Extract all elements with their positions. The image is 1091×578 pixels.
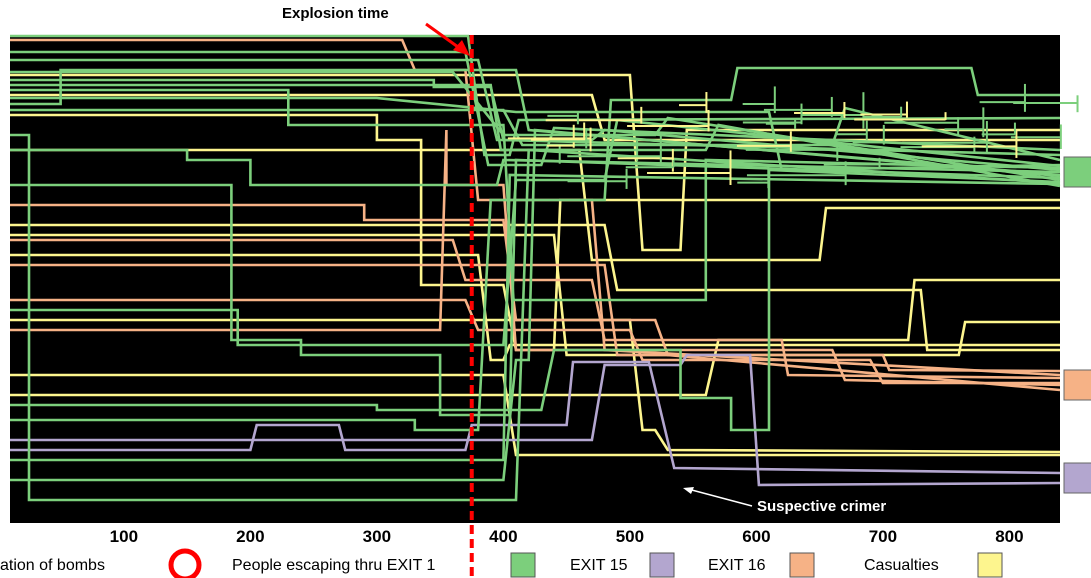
legend-label: ation of bombs xyxy=(0,557,105,574)
legend-marker-square xyxy=(977,552,1003,578)
x-tick-label: 200 xyxy=(236,527,264,546)
x-tick-label: 100 xyxy=(110,527,138,546)
series-line-exit1 xyxy=(10,128,1061,482)
side-marker-exit15 xyxy=(1063,462,1091,494)
x-tick-label: 700 xyxy=(869,527,897,546)
series-line-exit1 xyxy=(10,173,1061,462)
x-tick-label: 400 xyxy=(489,527,517,546)
legend-label: People escaping thru EXIT 1 xyxy=(232,557,435,574)
explosion-label: Explosion time xyxy=(282,5,389,22)
x-tick-label: 800 xyxy=(995,527,1023,546)
series-line-exit1 xyxy=(10,148,1061,187)
series-line-exit15 xyxy=(10,360,1061,475)
suspect-arrow xyxy=(687,488,753,507)
x-tick-label: 300 xyxy=(363,527,391,546)
series-line-exit16 xyxy=(10,129,1061,387)
series-line-exit15 xyxy=(10,353,1061,487)
legend-label: EXIT 16 xyxy=(708,557,766,574)
series-line-casualty xyxy=(10,278,1060,397)
explosion-annotation: Explosion time xyxy=(282,5,470,56)
series-line-exit16 xyxy=(10,298,1060,385)
legend-marker-square xyxy=(789,552,815,578)
side-marker-exit1 xyxy=(1063,156,1091,188)
legend-marker-square xyxy=(649,552,675,578)
x-tick-labels: 100 200 300 400 500 600 700 800 xyxy=(110,527,1024,546)
explosion-arrowhead xyxy=(453,40,470,56)
series-line-casualty xyxy=(10,253,1060,362)
legend-label: EXIT 15 xyxy=(570,557,628,574)
series-line-exit1 xyxy=(10,78,1061,157)
series-line-exit1 xyxy=(10,88,1061,302)
series-line-exit16 xyxy=(10,238,1061,380)
suspect-arrowhead xyxy=(683,487,694,494)
legend-marker-square xyxy=(510,552,536,578)
suspect-label: Suspective crimer xyxy=(757,498,886,515)
series-line-exit1 xyxy=(10,168,1061,432)
side-marker-exit16 xyxy=(1063,369,1091,401)
x-tick-label: 600 xyxy=(742,527,770,546)
legend: ation of bombs People escaping thru EXIT … xyxy=(0,548,1003,578)
legend-label: Casualties xyxy=(864,557,939,574)
suspect-annotation: Suspective crimer xyxy=(683,487,886,515)
right-edge-markers xyxy=(1063,156,1091,494)
x-tick-label: 500 xyxy=(616,527,644,546)
series-line-exit1 xyxy=(10,118,1061,347)
legend-marker-circle xyxy=(168,548,202,578)
